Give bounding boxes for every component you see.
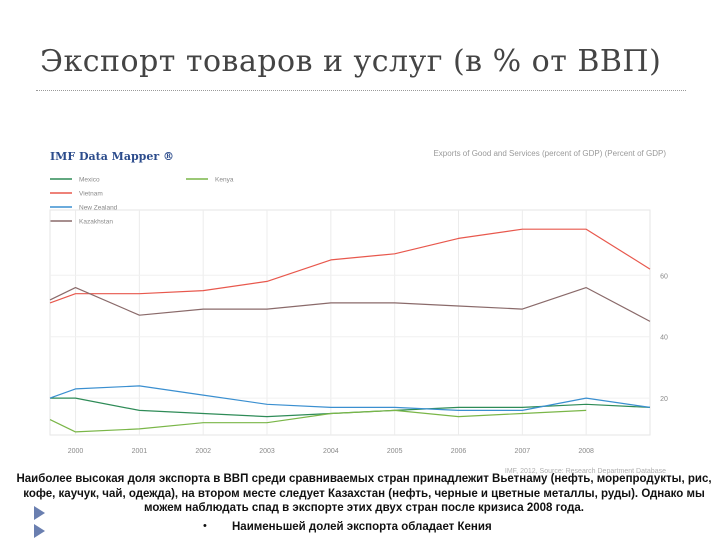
legend-label: Vietnam (79, 191, 103, 198)
bullet-dot-icon: • (203, 520, 207, 532)
x-tick-label: 2004 (323, 448, 339, 455)
series-line-vietnam (49, 228, 651, 304)
y-tick-label: 60 (660, 273, 668, 280)
x-tick-label: 2000 (68, 448, 84, 455)
series-line-kenya (49, 409, 587, 433)
chart-series (49, 228, 651, 433)
slide-title: Экспорт товаров и услуг (в % от ВВП) (40, 44, 662, 79)
series-line-new-zealand (49, 385, 651, 411)
x-tick-label: 2008 (578, 448, 594, 455)
chart-area: IMF Data Mapper ® Exports of Good and Se… (36, 130, 676, 475)
legend-label: New Zealand (79, 205, 118, 212)
arrow-bullet-icon (34, 524, 45, 538)
chart-source: IMF, 2012, Source: Research Department D… (505, 468, 666, 475)
arrow-bullet-icon (34, 506, 45, 520)
x-tick-label: 2002 (195, 448, 211, 455)
y-tick-label: 40 (660, 335, 668, 342)
x-tick-label: 2006 (451, 448, 467, 455)
legend-label: Kenya (215, 177, 234, 184)
slide-caption: Наиболее высокая доля экспорта в ВВП сре… (16, 473, 712, 515)
title-divider (36, 90, 686, 91)
legend-label: Mexico (79, 177, 100, 184)
chart-title: Exports of Good and Services (percent of… (433, 149, 666, 158)
chart-legend: Mexico Vietnam New Zealand Kazakhstan Kenya (50, 177, 234, 226)
x-tick-label: 2001 (132, 448, 148, 455)
chart-brand: IMF Data Mapper ® (50, 150, 174, 163)
x-tick-label: 2003 (259, 448, 275, 455)
line-chart: IMF Data Mapper ® Exports of Good and Se… (49, 149, 668, 475)
plot-border (49, 209, 651, 436)
bullet-text: Наименьшей долей экспорта обладает Кения (232, 521, 492, 533)
legend-label: Kazakhstan (79, 219, 113, 226)
chart-grid (49, 209, 651, 436)
x-axis-ticks: 2000 2001 2002 2003 2004 2005 2006 2007 2008 (68, 448, 594, 455)
y-tick-label: 20 (660, 396, 668, 403)
x-tick-label: 2007 (515, 448, 531, 455)
series-line-kazakhstan (49, 287, 651, 322)
x-tick-label: 2005 (387, 448, 403, 455)
y-axis-ticks: 20 40 60 (660, 273, 668, 403)
